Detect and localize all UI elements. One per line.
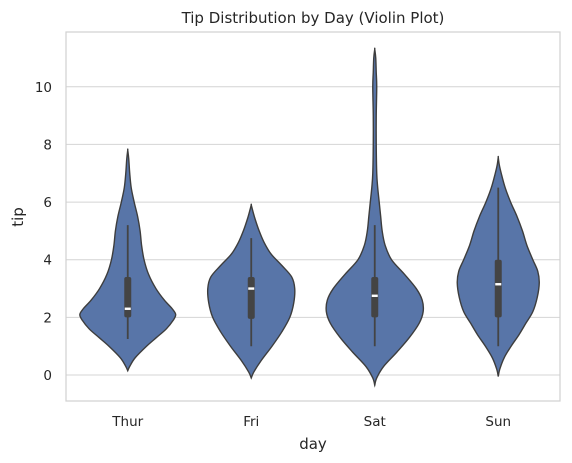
violin-fri bbox=[206, 203, 296, 380]
y-tick-label: 2 bbox=[43, 310, 52, 326]
y-tick-labels: 0 2 4 6 8 10 bbox=[35, 80, 52, 384]
violin-iqr-box bbox=[124, 277, 132, 318]
violin-thur bbox=[79, 148, 177, 373]
violins bbox=[79, 47, 540, 388]
y-tick-label: 8 bbox=[43, 137, 52, 153]
violin-iqr-box bbox=[371, 277, 379, 318]
plot-frame bbox=[65, 31, 561, 402]
y-tick-label: 10 bbox=[35, 80, 52, 96]
y-tick-label: 6 bbox=[43, 195, 52, 211]
y-axis-label: tip bbox=[9, 207, 27, 227]
violin-median bbox=[495, 283, 502, 286]
x-tick-label: Fri bbox=[243, 414, 259, 430]
violin-median bbox=[371, 294, 378, 297]
y-tick-label: 0 bbox=[43, 368, 52, 384]
violin-sat bbox=[325, 47, 425, 388]
chart-title: Tip Distribution by Day (Violin Plot) bbox=[181, 9, 445, 27]
violin-iqr-box bbox=[247, 277, 255, 319]
x-axis-label: day bbox=[299, 435, 327, 453]
x-tick-labels: Thur Fri Sat Sun bbox=[111, 414, 511, 430]
y-tick-label: 4 bbox=[43, 253, 52, 269]
violin-sun bbox=[456, 155, 540, 377]
violin-iqr-box bbox=[494, 259, 502, 318]
x-tick-label: Sat bbox=[364, 414, 386, 430]
violin-median bbox=[248, 287, 255, 290]
violin-body bbox=[325, 47, 425, 388]
x-tick-label: Thur bbox=[111, 414, 143, 430]
violin-median bbox=[124, 307, 131, 310]
x-tick-label: Sun bbox=[485, 414, 511, 430]
